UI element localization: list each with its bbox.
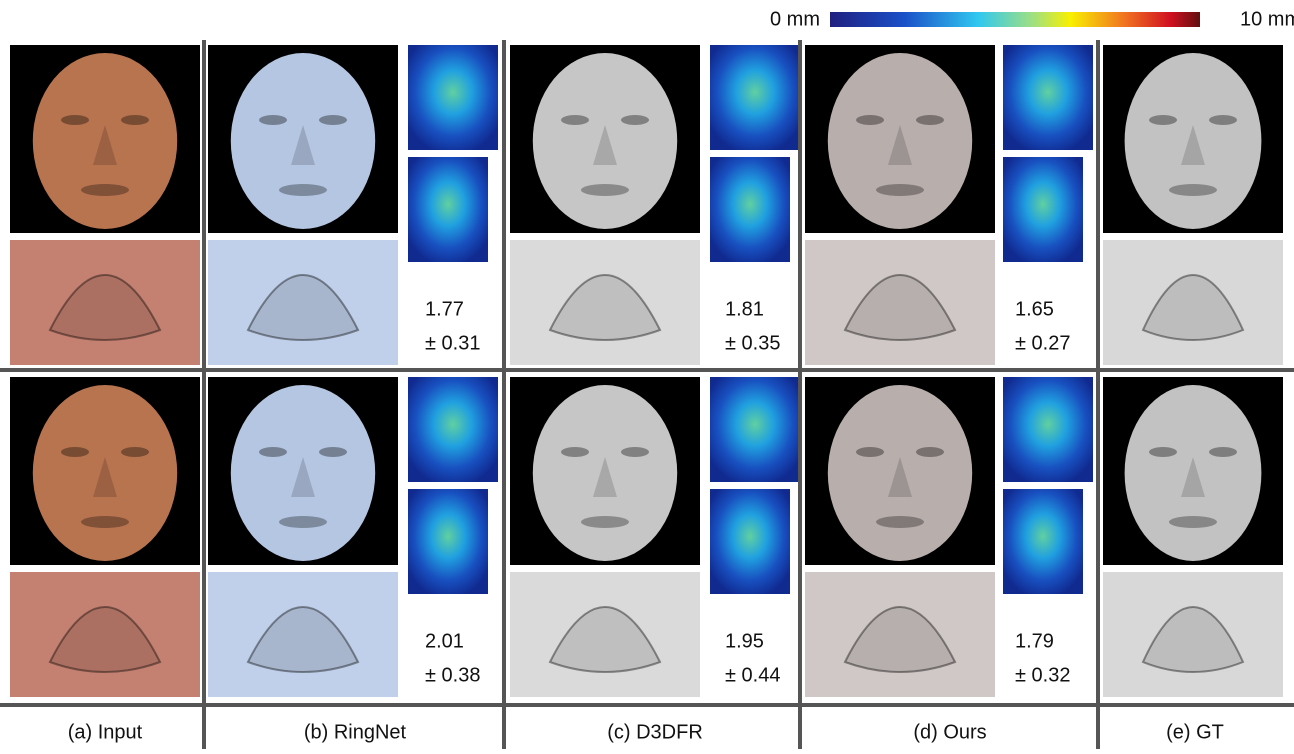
eye bbox=[319, 115, 347, 125]
colorbar bbox=[830, 12, 1200, 27]
error-map-front bbox=[1003, 45, 1093, 150]
mouth bbox=[876, 516, 924, 528]
colorbar-min: 0 mm bbox=[770, 8, 820, 30]
mouth bbox=[81, 184, 129, 196]
error-map-side bbox=[408, 489, 488, 594]
column-label: (d) Ours bbox=[913, 721, 986, 743]
column-label: (c) D3DFR bbox=[607, 721, 703, 743]
figure: 0 mm 10 mm 1.77 ± 0.31 1.81 ± 0.35 1.65 ± 0.2… bbox=[0, 0, 1294, 749]
column-label: (a) Input bbox=[68, 721, 143, 743]
eye bbox=[61, 447, 89, 457]
colorbar-max: 10 mm bbox=[1240, 8, 1294, 30]
error-std: ± 0.31 bbox=[425, 332, 480, 354]
error-std: ± 0.32 bbox=[1015, 664, 1070, 686]
eye bbox=[121, 447, 149, 457]
mouth bbox=[1169, 184, 1217, 196]
error-mean: 1.65 bbox=[1015, 298, 1054, 320]
eye bbox=[61, 115, 89, 125]
mouth bbox=[81, 516, 129, 528]
mouth bbox=[581, 516, 629, 528]
mouth bbox=[279, 516, 327, 528]
column-label: (e) GT bbox=[1166, 721, 1224, 743]
eye bbox=[621, 115, 649, 125]
error-std: ± 0.27 bbox=[1015, 332, 1070, 354]
error-map-front bbox=[710, 377, 800, 482]
error-map-front bbox=[408, 45, 498, 150]
error-map-side bbox=[1003, 157, 1083, 262]
error-map-side bbox=[710, 157, 790, 262]
error-std: ± 0.44 bbox=[725, 664, 780, 686]
error-mean: 1.77 bbox=[425, 298, 464, 320]
eye bbox=[1209, 447, 1237, 457]
mouth bbox=[581, 184, 629, 196]
mouth bbox=[1169, 516, 1217, 528]
error-std: ± 0.38 bbox=[425, 664, 480, 686]
error-mean: 1.95 bbox=[725, 630, 764, 652]
panels bbox=[0, 40, 1294, 749]
error-map-side bbox=[1003, 489, 1083, 594]
eye bbox=[916, 115, 944, 125]
eye bbox=[259, 447, 287, 457]
eye bbox=[621, 447, 649, 457]
eye bbox=[1149, 447, 1177, 457]
error-map-front bbox=[710, 45, 800, 150]
column-label: (b) RingNet bbox=[304, 721, 407, 743]
error-mean: 2.01 bbox=[425, 630, 464, 652]
error-std: ± 0.35 bbox=[725, 332, 780, 354]
error-map-side bbox=[710, 489, 790, 594]
eye bbox=[1209, 115, 1237, 125]
error-mean: 1.79 bbox=[1015, 630, 1054, 652]
mouth bbox=[876, 184, 924, 196]
eye bbox=[1149, 115, 1177, 125]
eye bbox=[561, 115, 589, 125]
eye bbox=[259, 115, 287, 125]
error-mean: 1.81 bbox=[725, 298, 764, 320]
eye bbox=[856, 447, 884, 457]
error-map-side bbox=[408, 157, 488, 262]
eye bbox=[856, 115, 884, 125]
error-map-front bbox=[1003, 377, 1093, 482]
eye bbox=[916, 447, 944, 457]
eye bbox=[121, 115, 149, 125]
eye bbox=[561, 447, 589, 457]
mouth bbox=[279, 184, 327, 196]
eye bbox=[319, 447, 347, 457]
error-map-front bbox=[408, 377, 498, 482]
